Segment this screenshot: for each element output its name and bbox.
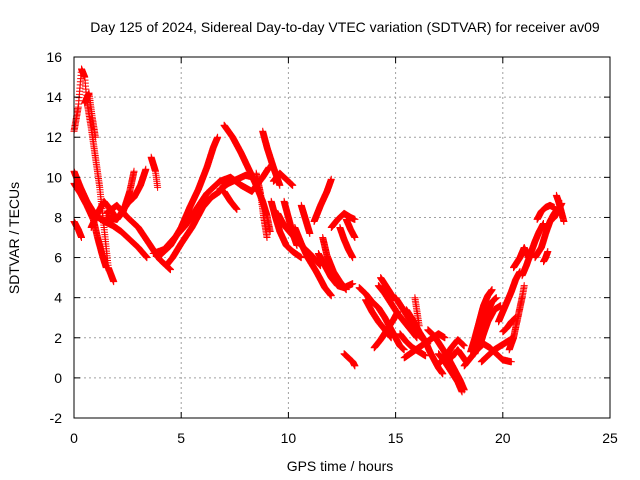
y-tick-label: 10 [46,169,62,185]
data-track [269,169,297,189]
data-track [297,201,314,237]
y-tick-label: 4 [54,290,62,306]
data-track [280,197,301,249]
data-track [402,306,430,346]
y-tick-label: 2 [54,330,62,346]
chart-title: Day 125 of 2024, Sidereal Day-to-day VTE… [90,19,600,35]
y-tick-label: -2 [50,410,63,426]
data-track [81,89,99,141]
axis-ticks: 0 5 10 15 20 25 -2 0 2 4 6 8 10 12 14 16 [46,49,618,446]
x-tick-label: 5 [177,430,185,446]
data-track [319,234,350,294]
x-tick-label: 15 [388,430,404,446]
y-tick-label: 8 [54,209,62,225]
data-track [327,209,359,231]
x-axis-label: GPS time / hours [287,458,394,474]
x-tick-label: 0 [70,430,78,446]
data-track [435,336,468,368]
data-track [156,133,222,260]
data-track [505,282,528,354]
data-track [310,175,335,225]
data-track [546,199,566,225]
data-track [342,215,359,241]
data-track [220,187,241,213]
data-track [370,308,402,352]
data-track [447,346,470,366]
y-tick-label: 12 [46,129,62,145]
data-track [291,224,335,300]
y-tick-label: 0 [54,370,62,386]
y-tick-label: 14 [46,89,62,105]
data-track [422,338,447,378]
y-axis-label: SDTVAR / TECUs [6,182,22,294]
x-tick-label: 25 [602,430,618,446]
data-track [475,302,505,352]
y-tick-label: 6 [54,250,62,266]
data-track [252,169,271,241]
data-track [147,153,162,191]
x-tick-label: 10 [281,430,297,446]
data-points [70,65,568,396]
y-tick-label: 16 [46,49,62,65]
data-track [540,248,552,266]
data-track [518,220,547,280]
data-track [374,282,421,342]
x-tick-label: 20 [495,430,511,446]
data-track [377,274,397,302]
data-track [495,268,524,326]
data-track [533,201,558,223]
data-track [411,294,423,330]
data-track [340,350,359,370]
data-track [336,224,357,262]
data-track [467,286,496,356]
plot-frame [73,56,611,419]
